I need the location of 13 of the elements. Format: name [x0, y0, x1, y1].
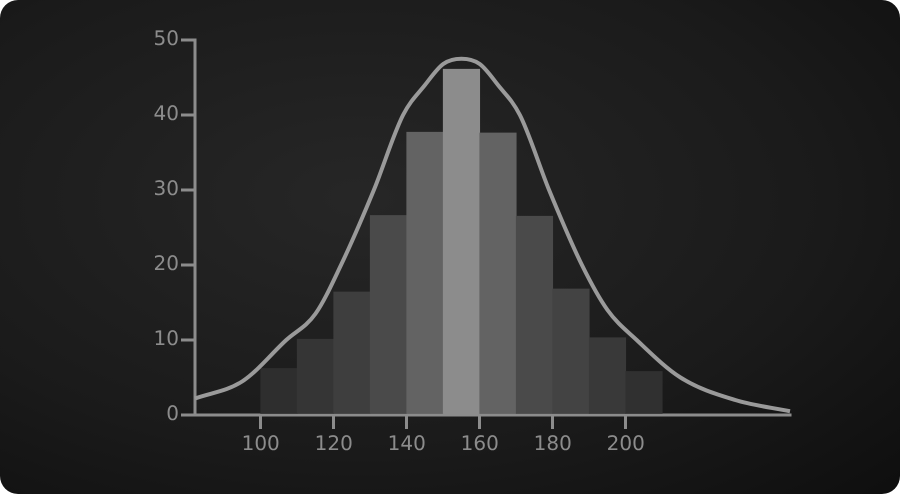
x-tick-label: 140: [388, 431, 426, 456]
x-tick-label: 100: [242, 431, 280, 456]
y-tick-label: 20: [154, 251, 179, 276]
line-series: [193, 56, 792, 414]
y-tick-label: 0: [166, 401, 179, 426]
x-tick-label: 180: [534, 431, 572, 456]
x-tick-label: 200: [606, 431, 645, 456]
y-tick-label: 50: [154, 26, 179, 50]
y-tick-label: 10: [154, 326, 179, 350]
y-tick-label: 40: [154, 101, 179, 126]
x-tick-label: 160: [460, 431, 499, 456]
x-tick-label: 120: [314, 431, 353, 456]
y-tick-label: 30: [154, 176, 179, 200]
